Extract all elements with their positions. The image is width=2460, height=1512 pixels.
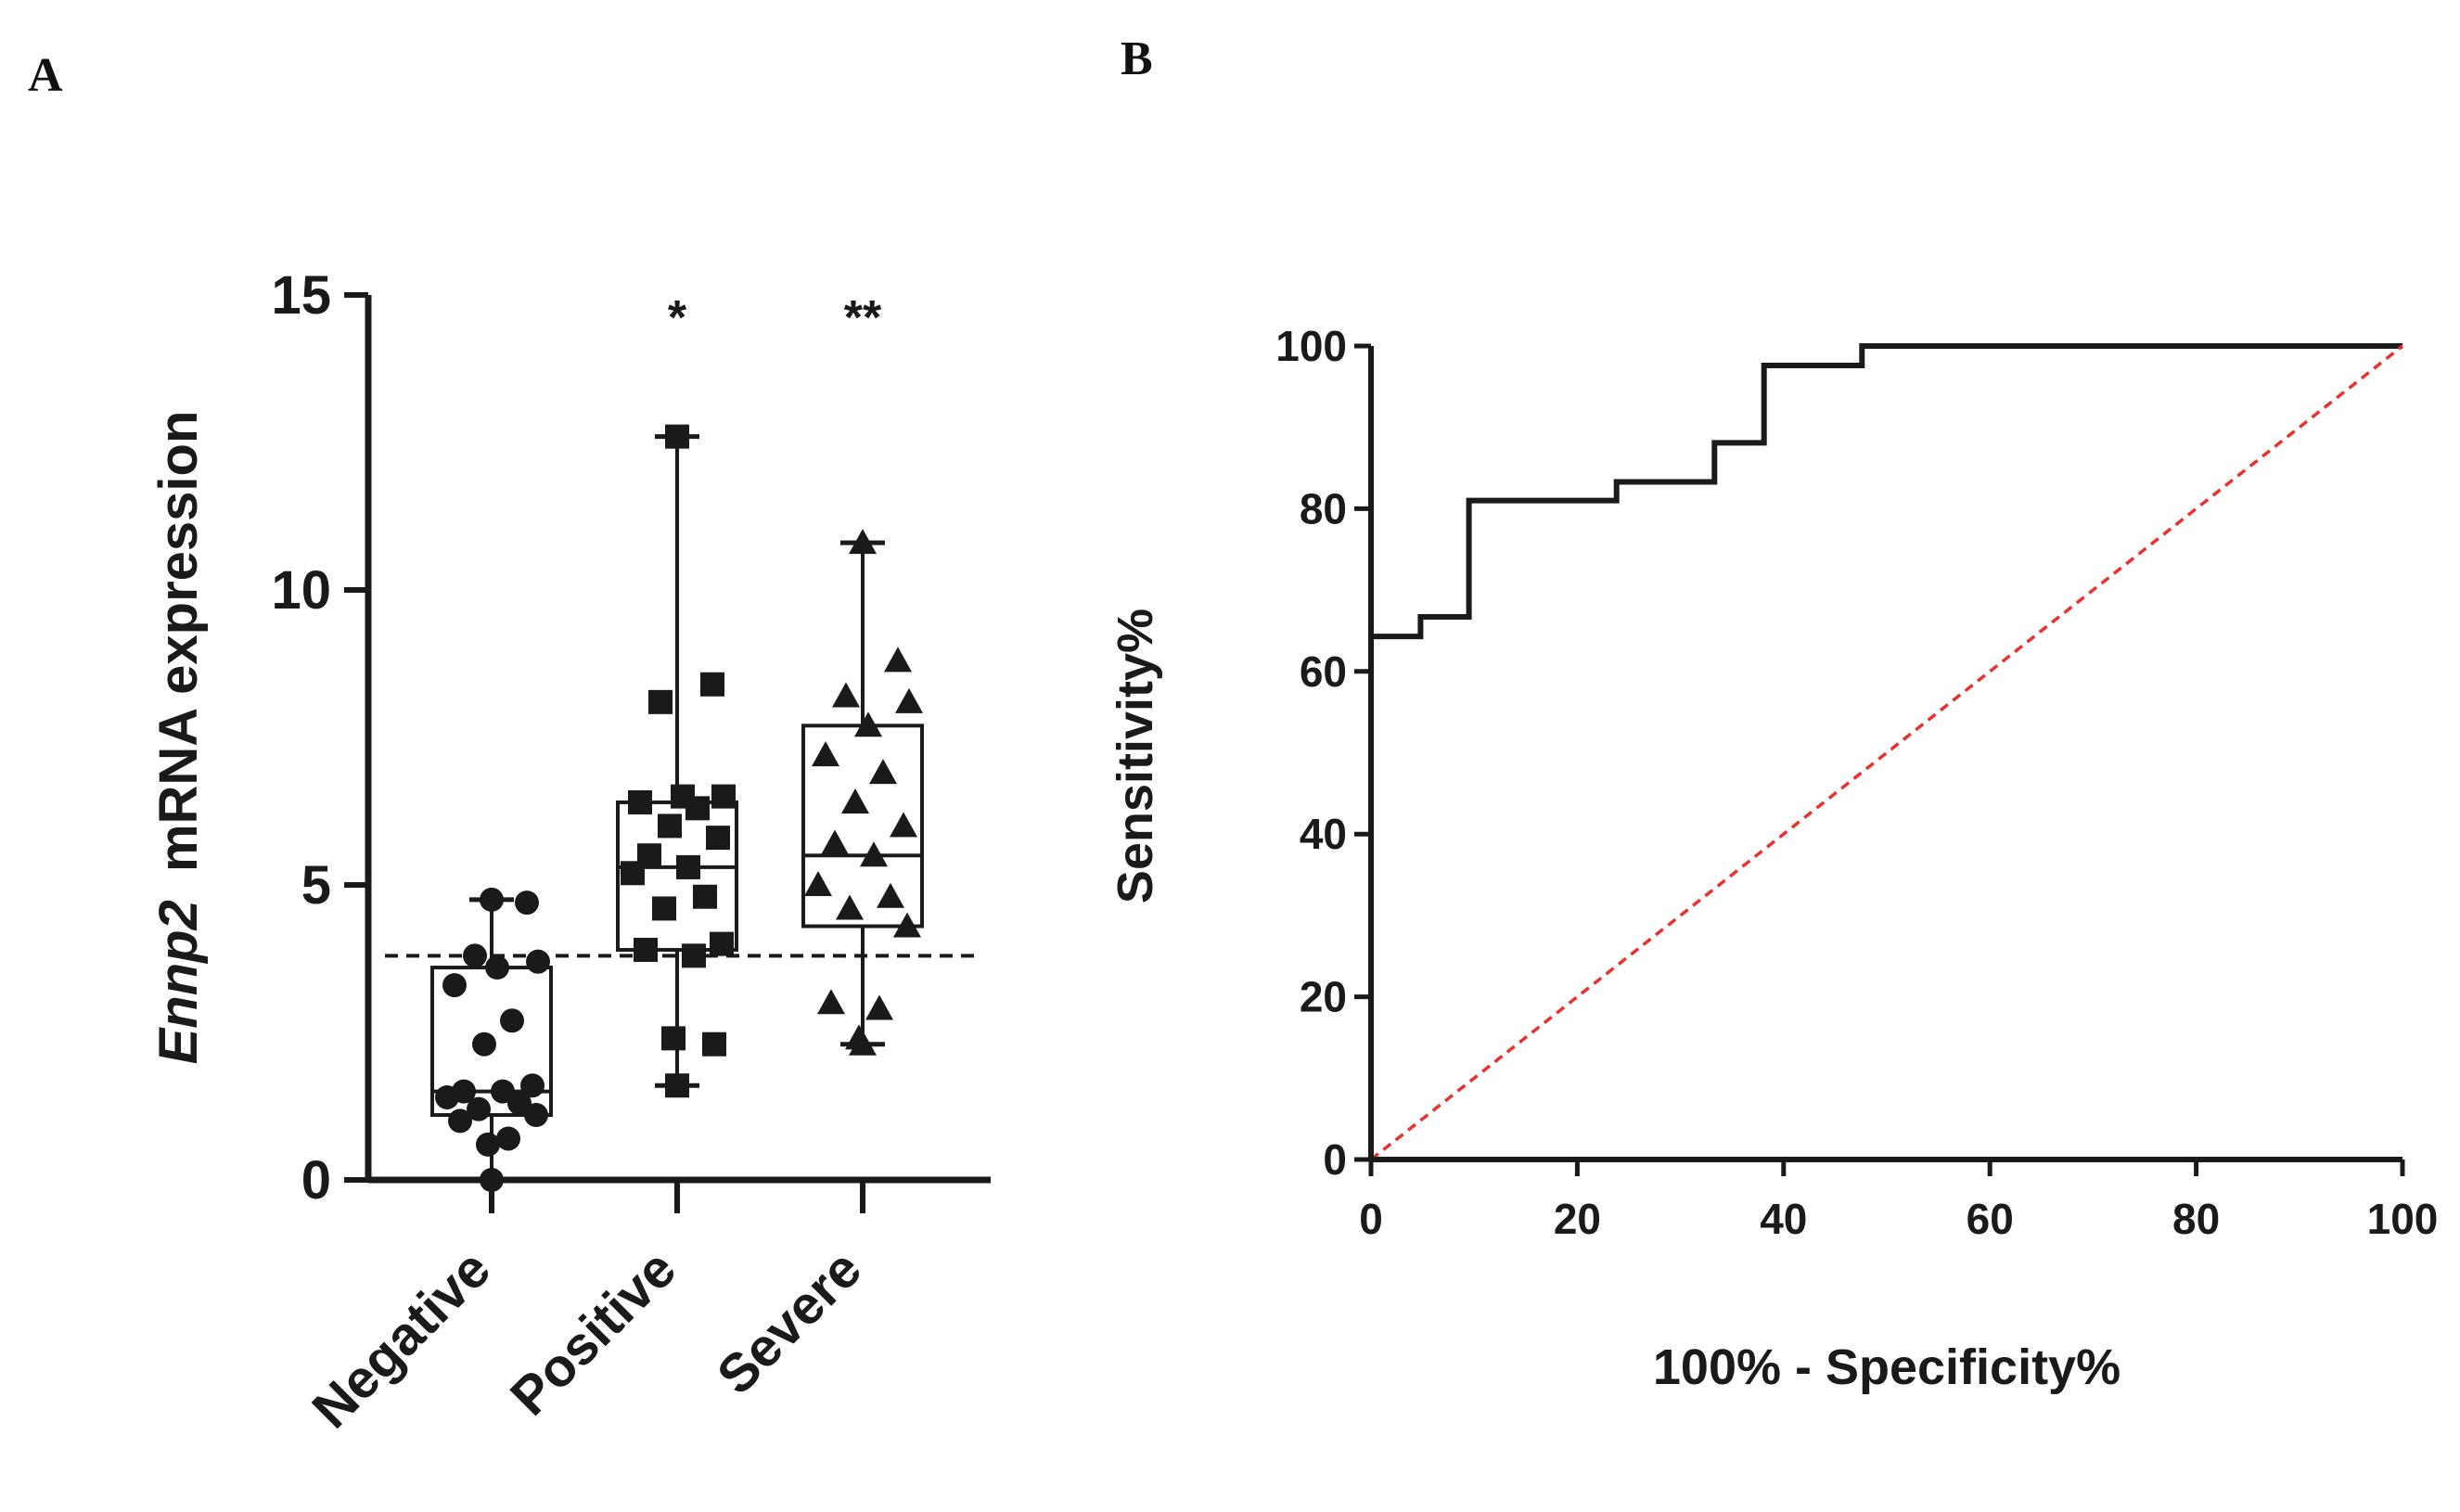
- roc-panel: 0 20 40 60 80 100 0 20 40 60 80 100 Sensitivity% 1…: [1108, 322, 2438, 1395]
- axes-b: [1368, 346, 2402, 1162]
- panel-label-b: B: [1121, 32, 1153, 85]
- x-axis-title-b: 100% - Specificity%: [1653, 1339, 2120, 1395]
- data-point-negative: [480, 887, 504, 912]
- data-point-severe: [854, 711, 882, 737]
- data-point-negative: [491, 1079, 515, 1104]
- significance-positive: *: [668, 291, 687, 345]
- data-point-positive: [706, 826, 730, 851]
- data-point-positive: [711, 784, 736, 809]
- category-label-severe: Severe: [706, 1238, 874, 1406]
- data-point-positive: [685, 796, 710, 821]
- x-tick-label-b: 60: [1967, 1195, 2014, 1243]
- data-point-positive: [648, 689, 673, 714]
- data-point-severe: [890, 812, 917, 838]
- data-point-negative: [448, 1108, 472, 1134]
- y-ticks-b: 0 20 40 60 80 100: [1275, 322, 1371, 1184]
- category-label-positive: Positive: [499, 1238, 687, 1427]
- data-point-negative: [507, 1091, 532, 1116]
- x-tick-label-b: 20: [1554, 1195, 1601, 1243]
- x-tick-label-b: 40: [1760, 1195, 1807, 1243]
- x-tick-label-b: 100: [2367, 1195, 2439, 1243]
- y-tick-label-b: 80: [1300, 484, 1347, 532]
- data-point-negative: [435, 1084, 459, 1109]
- data-point-negative: [515, 891, 539, 916]
- data-point-positive: [676, 854, 700, 879]
- y-axis-title-italic: Ennp2: [148, 900, 209, 1064]
- y-tick-label-b: 0: [1323, 1135, 1347, 1184]
- data-point-severe: [849, 529, 877, 555]
- data-point-positive: [634, 937, 658, 962]
- category-label-negative: Negative: [301, 1238, 502, 1440]
- data-point-severe: [832, 682, 860, 708]
- data-point-positive: [682, 943, 706, 968]
- data-point-negative: [442, 973, 467, 998]
- data-point-severe: [812, 741, 839, 767]
- data-point-negative: [485, 955, 509, 980]
- y-tick-label-a: 5: [301, 855, 331, 916]
- data-point-positive: [710, 931, 734, 956]
- data-point-negative: [472, 1031, 496, 1057]
- y-tick-label-a: 15: [271, 265, 331, 326]
- data-point-severe: [893, 912, 921, 938]
- y-tick-label-b: 40: [1300, 810, 1347, 858]
- data-point-negative: [526, 949, 550, 974]
- reference-diagonal-line: [1369, 344, 2404, 1161]
- data-point-negative: [496, 1126, 520, 1151]
- data-point-negative: [476, 1132, 500, 1157]
- data-point-severe: [860, 841, 888, 867]
- y-tick-label-b: 20: [1300, 973, 1347, 1021]
- roc-lines-layer: [1368, 343, 2404, 1161]
- data-point-positive: [621, 861, 645, 886]
- data-point-severe: [869, 759, 897, 785]
- box-group-severe: [801, 540, 924, 1047]
- data-point-negative: [520, 1073, 545, 1098]
- x-tick-label-b: 80: [2172, 1195, 2220, 1243]
- data-point-severe: [817, 989, 845, 1015]
- y-tick-label-a: 0: [301, 1150, 331, 1211]
- data-point-severe: [849, 1030, 877, 1056]
- data-point-negative: [467, 1096, 491, 1121]
- x-tick-label-b: 0: [1359, 1195, 1383, 1243]
- y-axis-title-a: Ennp2 mRNA expression: [148, 411, 209, 1065]
- data-point-severe: [877, 882, 904, 908]
- data-point-severe: [821, 829, 849, 855]
- y-axis-title-b: Sensitivity%: [1108, 609, 1163, 903]
- data-point-positive: [665, 1073, 689, 1098]
- data-point-positive: [700, 672, 724, 697]
- data-point-severe: [841, 788, 869, 814]
- box-group-positive: [616, 434, 738, 1088]
- y-tick-label-b: 100: [1275, 322, 1347, 370]
- significance-severe: **: [844, 291, 882, 345]
- data-point-positive: [665, 424, 689, 449]
- data-point-negative: [524, 1103, 548, 1128]
- data-point-severe: [804, 871, 832, 896]
- x-ticks-b: 0 20 40 60 80 100: [1359, 1160, 2438, 1243]
- data-point-severe: [836, 894, 864, 920]
- y-ticks-a: 0 5 10 15: [271, 265, 368, 1211]
- y-tick-label-b: 60: [1300, 647, 1347, 696]
- roc-curve-line: [1368, 343, 2402, 1160]
- data-point-positive: [693, 884, 717, 909]
- data-point-positive: [658, 814, 682, 839]
- data-point-severe: [884, 647, 912, 673]
- data-point-negative: [463, 943, 487, 968]
- significance-layer: * **: [668, 291, 882, 345]
- data-point-negative: [500, 1008, 524, 1033]
- data-point-severe: [895, 687, 923, 713]
- data-point-positive: [628, 789, 652, 814]
- data-point-positive: [661, 1026, 685, 1051]
- y-axis-title-rest: mRNA expression: [148, 411, 209, 872]
- data-point-positive: [652, 896, 676, 921]
- data-point-severe: [865, 994, 893, 1020]
- points-layer: [435, 424, 923, 1192]
- y-tick-label-a: 10: [271, 560, 331, 621]
- panel-label-a: A: [28, 49, 63, 102]
- data-point-positive: [702, 1031, 726, 1057]
